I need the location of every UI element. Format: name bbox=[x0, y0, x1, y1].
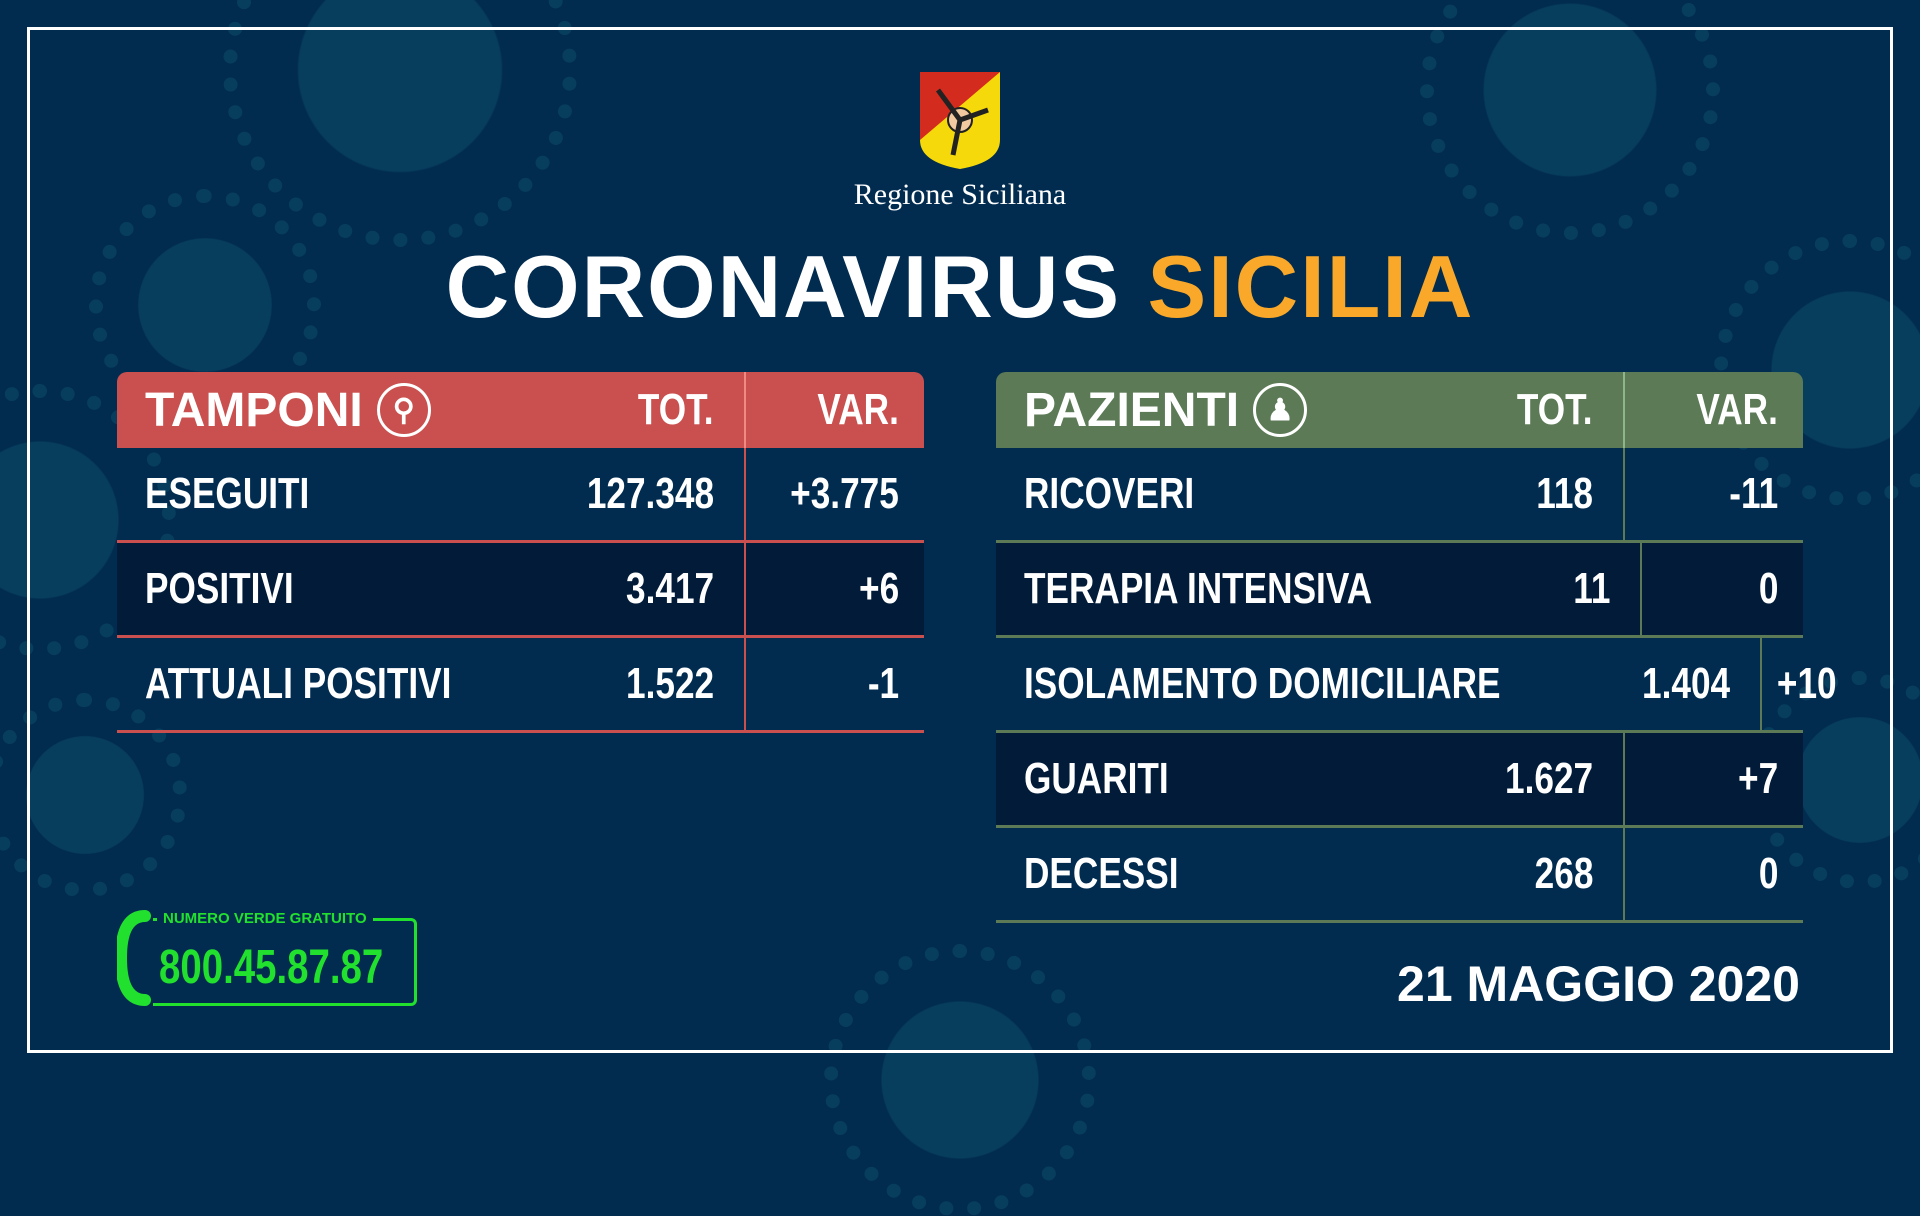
swab-icon: ⚲ bbox=[376, 383, 431, 437]
row-label: POSITIVI bbox=[145, 564, 294, 613]
row-variation: +10 bbox=[1776, 659, 1837, 708]
row-total: 11 bbox=[1572, 564, 1611, 613]
row-variation: +6 bbox=[858, 564, 899, 613]
row-total: 1.404 bbox=[1641, 659, 1730, 708]
row-label: ATTUALI POSITIVI bbox=[145, 659, 452, 708]
table-row: RICOVERI 118 -11 bbox=[996, 448, 1803, 543]
row-total: 268 bbox=[1534, 849, 1593, 898]
pazienti-title: PAZIENTI bbox=[1024, 383, 1240, 437]
white-frame bbox=[27, 27, 1893, 1053]
row-variation: 0 bbox=[1758, 849, 1778, 898]
row-variation: -1 bbox=[867, 659, 899, 708]
tot-header: TOT. bbox=[1517, 385, 1593, 434]
row-total: 118 bbox=[1536, 469, 1593, 518]
pazienti-header: PAZIENTI ♟ TOT. VAR. bbox=[996, 372, 1803, 448]
var-header: VAR. bbox=[817, 385, 899, 434]
title-coronavirus: CORONAVIRUS bbox=[445, 237, 1122, 336]
regione-siciliana-logo bbox=[920, 72, 1000, 169]
table-row: ESEGUITI 127.348 +3.775 bbox=[117, 448, 924, 543]
row-variation: -11 bbox=[1729, 469, 1778, 518]
phone-number: 800.45.87.87 bbox=[159, 941, 384, 994]
table-row: ATTUALI POSITIVI 1.522 -1 bbox=[117, 638, 924, 733]
row-total: 1.627 bbox=[1504, 754, 1593, 803]
table-row: TERAPIA INTENSIVA 11 0 bbox=[996, 543, 1803, 638]
row-total: 1.522 bbox=[625, 659, 714, 708]
page-title: CORONAVIRUS SICILIA bbox=[0, 236, 1920, 338]
row-total: 127.348 bbox=[586, 469, 714, 518]
title-sicilia: SICILIA bbox=[1147, 237, 1475, 336]
row-label: TERAPIA INTENSIVA bbox=[1024, 564, 1373, 613]
table-row: POSITIVI 3.417 +6 bbox=[117, 543, 924, 638]
row-label: ESEGUITI bbox=[145, 469, 310, 518]
table-row: ISOLAMENTO DOMICILIARE 1.404 +10 bbox=[996, 638, 1836, 733]
phone-icon bbox=[117, 910, 151, 1006]
phone-label: NUMERO VERDE GRATUITO bbox=[157, 910, 373, 927]
person-icon: ♟ bbox=[1253, 383, 1308, 437]
row-label: DECESSI bbox=[1024, 849, 1179, 898]
tamponi-title: TAMPONI bbox=[145, 383, 363, 437]
row-variation: +7 bbox=[1737, 754, 1778, 803]
tot-header: TOT. bbox=[638, 385, 714, 434]
row-label: ISOLAMENTO DOMICILIARE bbox=[1024, 659, 1501, 708]
table-row: DECESSI 268 0 bbox=[996, 828, 1803, 923]
row-label: RICOVERI bbox=[1024, 469, 1195, 518]
row-variation: +3.775 bbox=[790, 469, 899, 518]
row-total: 3.417 bbox=[625, 564, 714, 613]
pazienti-table: PAZIENTI ♟ TOT. VAR. RICOVERI 118 -11 TERA… bbox=[996, 372, 1836, 923]
row-variation: 0 bbox=[1758, 564, 1778, 613]
tamponi-header: TAMPONI ⚲ TOT. VAR. bbox=[117, 372, 924, 448]
toll-free-number[interactable]: NUMERO VERDE GRATUITO 800.45.87.87 bbox=[117, 910, 417, 1006]
table-row: GUARITI 1.627 +7 bbox=[996, 733, 1803, 828]
region-name: Regione Siciliana bbox=[853, 178, 1067, 211]
row-label: GUARITI bbox=[1024, 754, 1169, 803]
tamponi-table: TAMPONI ⚲ TOT. VAR. ESEGUITI 127.348 +3.7… bbox=[117, 372, 924, 733]
report-date: 21 MAGGIO 2020 bbox=[1397, 956, 1800, 1012]
var-header: VAR. bbox=[1696, 385, 1778, 434]
